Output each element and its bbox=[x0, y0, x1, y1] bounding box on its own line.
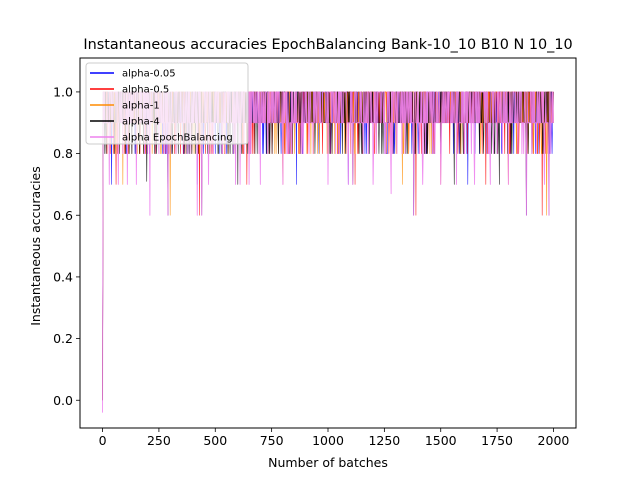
legend-label: alpha-0.05 bbox=[122, 69, 176, 80]
legend-label: alpha-4 bbox=[122, 117, 160, 128]
x-tick-label: 750 bbox=[260, 433, 284, 448]
x-tick-label: 1500 bbox=[425, 433, 457, 448]
legend-frame bbox=[85, 62, 249, 145]
y-tick-label: 0.8 bbox=[53, 146, 73, 161]
x-tick-label: 1250 bbox=[368, 433, 400, 448]
y-tick-label: 0.6 bbox=[53, 208, 73, 223]
x-tick-label: 1000 bbox=[312, 433, 344, 448]
legend-label: alpha-0.5 bbox=[122, 85, 169, 96]
x-axis-label: Number of batches bbox=[268, 455, 388, 470]
legend-label: alpha EpochBalancing bbox=[122, 133, 233, 144]
x-tick-label: 2000 bbox=[538, 433, 570, 448]
x-tick-label: 0 bbox=[99, 433, 107, 448]
y-tick-label: 0.0 bbox=[53, 393, 73, 408]
y-tick-label: 0.4 bbox=[53, 269, 73, 284]
plot-frame bbox=[79, 57, 577, 429]
x-ticks: 0 250 500 750 1000 1250 1500 1750 2000 bbox=[99, 428, 570, 448]
y-tick-label: 1.0 bbox=[53, 84, 73, 99]
x-tick-label: 500 bbox=[203, 433, 227, 448]
legend: alpha-0.05 alpha-0.5 alpha-1 alpha-4 alpha E… bbox=[85, 62, 249, 145]
x-tick-label: 250 bbox=[147, 433, 171, 448]
y-tick-label: 0.2 bbox=[53, 331, 73, 346]
x-tick-label: 1750 bbox=[481, 433, 513, 448]
y-ticks: 0.0 0.2 0.4 0.6 0.8 1.0 bbox=[53, 84, 80, 408]
chart-title: Instantaneous accuracies EpochBalancing … bbox=[83, 37, 572, 53]
legend-label: alpha-1 bbox=[122, 101, 160, 112]
y-axis-label: Instantaneous accuracies bbox=[28, 166, 43, 326]
